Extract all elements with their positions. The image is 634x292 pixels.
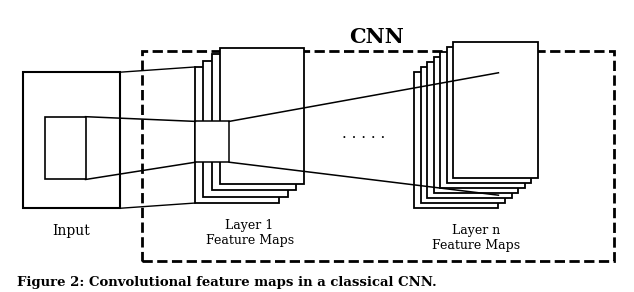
Bar — [195, 121, 230, 162]
Bar — [427, 62, 512, 198]
Bar — [453, 42, 538, 178]
Text: Input: Input — [53, 224, 90, 238]
Bar — [434, 57, 518, 193]
Bar — [420, 67, 505, 203]
Text: Layer 1
Feature Maps: Layer 1 Feature Maps — [205, 219, 294, 247]
Bar — [447, 47, 531, 183]
Text: Layer n
Feature Maps: Layer n Feature Maps — [432, 224, 520, 252]
Bar — [414, 72, 498, 208]
Bar — [23, 72, 120, 208]
Bar — [45, 117, 86, 180]
Text: . . . . .: . . . . . — [342, 127, 385, 141]
Bar — [195, 67, 280, 203]
Bar — [142, 51, 614, 260]
Bar — [212, 54, 296, 190]
Bar — [204, 61, 288, 197]
Bar — [440, 52, 524, 188]
Text: Figure 2: Convolutional feature maps in a classical CNN.: Figure 2: Convolutional feature maps in … — [16, 276, 436, 289]
Text: CNN: CNN — [349, 27, 404, 47]
Bar — [220, 48, 304, 184]
